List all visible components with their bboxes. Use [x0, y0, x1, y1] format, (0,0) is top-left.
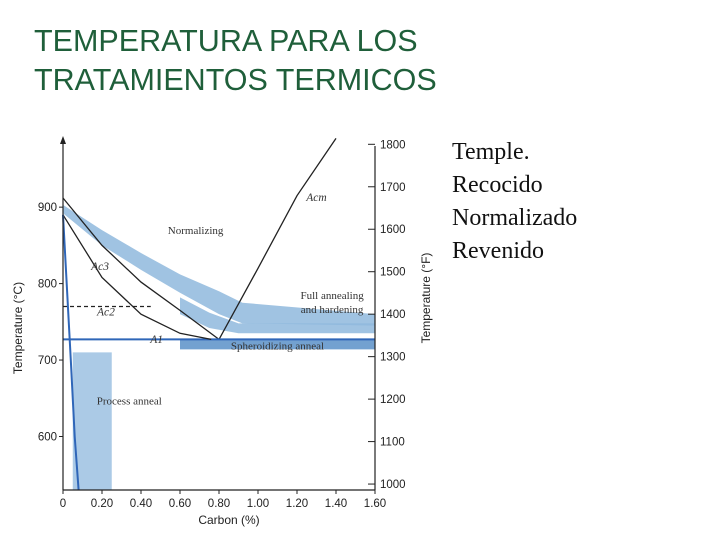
x-tick-label: 0.60	[169, 498, 191, 510]
y-right-tick-label: 1300	[380, 352, 406, 364]
x-tick-label: 1.00	[247, 498, 269, 510]
y-right-tick-label: 1200	[380, 394, 406, 406]
y-right-tick-label: 1500	[380, 267, 406, 279]
region-label-process-anneal: Process anneal	[97, 395, 162, 407]
region-process-anneal	[72, 352, 112, 490]
y-tick-label: 900	[38, 202, 57, 214]
y-tick-label: 700	[38, 355, 57, 367]
x-tick-label: 1.40	[325, 498, 347, 510]
y-right-tick-label: 1800	[380, 139, 406, 151]
y-right-tick-label: 1000	[380, 479, 406, 491]
bullet-item-normalizado: Normalizado	[452, 205, 578, 231]
region-spheroidizing-anneal	[180, 339, 375, 350]
x-tick-label: 0	[60, 498, 66, 510]
line-label-a1: A1	[149, 334, 163, 346]
line-acm	[218, 137, 337, 340]
y-tick-label: 800	[38, 279, 57, 291]
regions-layer	[63, 204, 375, 490]
region-label-spheroidizing-anneal: Spheroidizing anneal	[231, 340, 324, 352]
slide-title: TEMPERATURA PARA LOS TRATAMIENTOS TERMIC…	[34, 22, 634, 100]
y-axis-right-label: Temperature (°F)	[419, 253, 433, 344]
region-label-full-annealing-and-hardening: and hardening	[301, 304, 364, 316]
ticks-layer: 0 0.20 0.40 0.60 0.80 1.00 1.20 1.40 1.60 600 700 8…	[38, 139, 406, 510]
labels-layer: Carbon (%) Temperature (°C) Temperature …	[11, 192, 433, 527]
slide-title-line-1: TEMPERATURA PARA LOS	[34, 24, 418, 58]
bullet-item-temple: Temple.	[452, 139, 530, 165]
y-axis-label: Temperature (°C)	[11, 282, 25, 374]
lines-layer	[62, 137, 375, 491]
bullet-item-recocido: Recocido	[452, 172, 543, 198]
line-ac3	[62, 197, 220, 340]
x-axis-label: Carbon (%)	[198, 513, 259, 527]
heat-treatment-chart: 0 0.20 0.40 0.60 0.80 1.00 1.20 1.40 1.60 600 700 8…	[11, 136, 433, 527]
slide-title-line-2: TRATAMIENTOS TERMICOS	[34, 63, 437, 97]
y-right-tick-label: 1400	[380, 309, 406, 321]
y-axis-arrow	[60, 136, 66, 144]
region-label-normalizing: Normalizing	[168, 225, 224, 237]
y-tick-label: 600	[38, 431, 57, 443]
x-tick-label: 0.80	[208, 498, 230, 510]
line-quench	[62, 214, 80, 491]
region-label-full-annealing-and-hardening: Full annealing	[300, 290, 364, 302]
line-label-ac2: Ac2	[96, 307, 115, 319]
region-full-annealing-and-hardening	[180, 297, 375, 334]
line-a3-curve	[62, 214, 212, 341]
y-right-tick-label: 1700	[380, 182, 406, 194]
x-tick-label: 1.20	[286, 498, 308, 510]
x-tick-label: 0.20	[91, 498, 113, 510]
bullet-list: Temple. Recocido Normalizado Revenido	[452, 136, 577, 268]
line-label-acm: Acm	[305, 192, 326, 204]
x-tick-label: 0.40	[130, 498, 152, 510]
region-normalizing	[63, 204, 375, 326]
line-label-ac3: Ac3	[90, 261, 109, 273]
bullet-item-revenido: Revenido	[452, 238, 544, 264]
y-right-tick-label: 1100	[380, 437, 405, 449]
x-tick-label: 1.60	[364, 498, 386, 510]
y-right-tick-label: 1600	[380, 224, 406, 236]
